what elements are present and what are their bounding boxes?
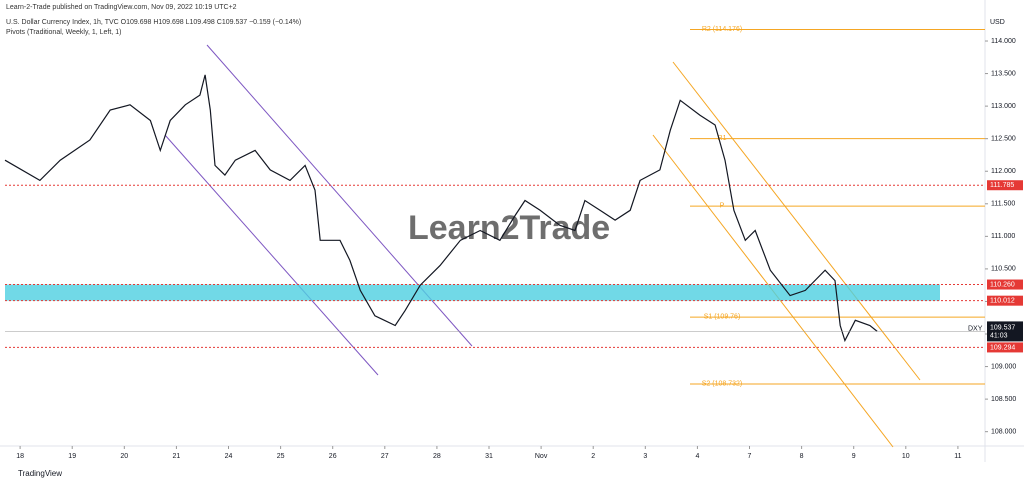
price-tag [987, 321, 1023, 342]
y-tick-label: 113.000 [991, 103, 1016, 110]
x-tick-label: 28 [433, 453, 441, 460]
x-tick-label: 3 [643, 453, 647, 460]
channel-line [164, 134, 379, 376]
x-tick-label: 25 [277, 453, 285, 460]
y-tick-label: 110.500 [991, 266, 1016, 273]
x-tick-label: 10 [902, 453, 910, 460]
x-tick-label: 19 [68, 453, 76, 460]
pivot-label: S2 (108.732) [702, 380, 742, 387]
x-tick-label: 20 [120, 453, 128, 460]
x-tick-label: 7 [748, 453, 752, 460]
series-name: DXY [968, 325, 983, 332]
currency: USD [990, 19, 1005, 26]
footer: TradingView [18, 469, 62, 478]
pivot-label: R1 [718, 135, 727, 142]
x-tick-label: 18 [16, 453, 24, 460]
level-tag [987, 295, 1023, 306]
x-tick-label: 26 [329, 453, 337, 460]
support-zone [5, 284, 940, 301]
channel-line [672, 61, 921, 381]
watermark: Learn2Trade [408, 209, 610, 247]
pivot-label: P [720, 202, 725, 209]
level-tag [987, 180, 1023, 191]
countdown: 41:03 [990, 332, 1008, 339]
chart-title: U.S. Dollar Currency Index, 1h, TVC O109… [6, 19, 301, 26]
pivot-label: S1 (109.76) [704, 313, 741, 320]
x-tick-label: 24 [225, 453, 233, 460]
pivot-label: R2 (114.176) [702, 26, 742, 33]
y-tick-label: 111.500 [991, 201, 1015, 208]
level-tag [987, 342, 1023, 353]
header: Learn-2-Trade published on TradingView.c… [6, 4, 237, 11]
last-price-label: 109.537 [990, 324, 1015, 331]
x-tick-label: 31 [485, 453, 493, 460]
x-tick-label: 9 [852, 453, 856, 460]
level-tag [987, 279, 1023, 290]
y-tick-label: 111.000 [991, 233, 1015, 240]
y-tick-label: 108.000 [991, 429, 1016, 436]
y-tick-label: 109.000 [991, 363, 1016, 370]
price-line [4, 74, 878, 343]
level-tag-label: 110.260 [990, 281, 1015, 288]
x-tick-label: 2 [591, 453, 595, 460]
level-tag-label: 111.785 [990, 182, 1014, 189]
y-tick-label: 113.500 [991, 70, 1016, 77]
subtitle: Pivots (Traditional, Weekly, 1, Left, 1) [6, 29, 121, 36]
x-tick-label: 11 [954, 453, 961, 460]
y-tick-label: 114.000 [991, 38, 1016, 45]
x-tick-label: 27 [381, 453, 389, 460]
x-tick-label: 4 [695, 453, 699, 460]
x-tick-label: Nov [535, 453, 548, 460]
y-tick-label: 112.000 [991, 168, 1016, 175]
level-tag-label: 110.012 [990, 298, 1015, 305]
y-tick-label: 112.500 [991, 136, 1016, 143]
x-tick-label: 8 [800, 453, 804, 460]
x-tick-label: 21 [173, 453, 181, 460]
level-tag-label: 109.294 [990, 344, 1015, 351]
y-tick-label: 108.500 [991, 396, 1016, 403]
